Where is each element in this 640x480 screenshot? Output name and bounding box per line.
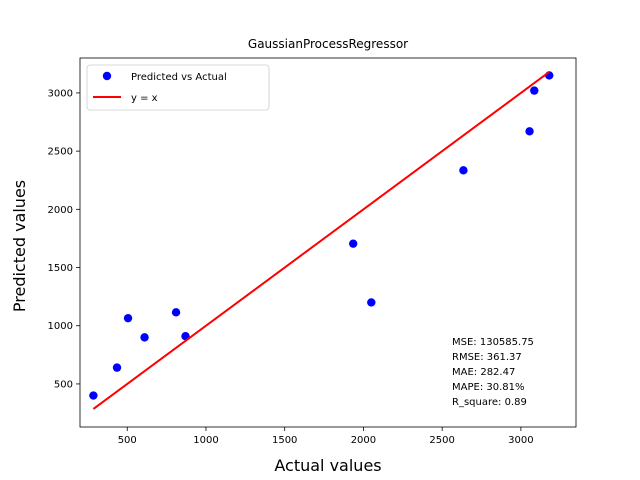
data-point: [89, 391, 98, 400]
y-tick-label: 1500: [48, 263, 73, 274]
metric-line: MSE: 130585.75: [452, 337, 534, 348]
data-point: [348, 239, 358, 248]
metric-line: RMSE: 361.37: [452, 352, 522, 363]
y-tick-label: 2000: [48, 205, 73, 216]
data-point: [112, 363, 122, 372]
metric-line: R_square: 0.89: [452, 397, 527, 408]
metrics-box: MSE: 130585.75 RMSE: 361.37 MAE: 282.47 MAP…: [452, 337, 534, 408]
identity-line: [92, 71, 550, 410]
x-tick-label: 1500: [272, 435, 297, 446]
legend-label: y = x: [131, 93, 158, 104]
x-tick-label: 500: [118, 435, 137, 446]
chart-title: GaussianProcessRegressor: [248, 37, 408, 51]
x-tick-label: 2500: [429, 435, 454, 446]
data-point: [171, 308, 181, 317]
legend-label: Predicted vs Actual: [131, 72, 227, 83]
data-point: [367, 298, 376, 307]
x-axis-title: Actual values: [274, 456, 381, 475]
data-point: [140, 333, 149, 342]
y-tick-label: 2500: [48, 147, 73, 158]
y-tick-label: 500: [54, 379, 73, 390]
plot-area: 500 1000 1500 2000 2500 3000 500 1000 1500 2000 25…: [48, 57, 577, 446]
x-tick-label: 3000: [508, 435, 533, 446]
x-tick-label: 2000: [351, 435, 376, 446]
data-point: [525, 127, 534, 136]
legend: Predicted vs Actual y = x: [86, 64, 270, 111]
y-axis-title: Predicted values: [10, 180, 29, 312]
data-point: [530, 86, 539, 95]
data-point: [459, 166, 468, 175]
legend-marker-swatch: [102, 71, 112, 81]
x-tick-label: 1000: [193, 435, 218, 446]
metric-line: MAPE: 30.81%: [452, 382, 525, 393]
axes-frame: [79, 57, 577, 428]
y-tick-label: 1000: [48, 321, 73, 332]
metric-line: MAE: 282.47: [452, 367, 515, 378]
data-point: [123, 313, 133, 323]
legend-box: [86, 64, 270, 111]
y-tick-label: 3000: [48, 88, 73, 99]
